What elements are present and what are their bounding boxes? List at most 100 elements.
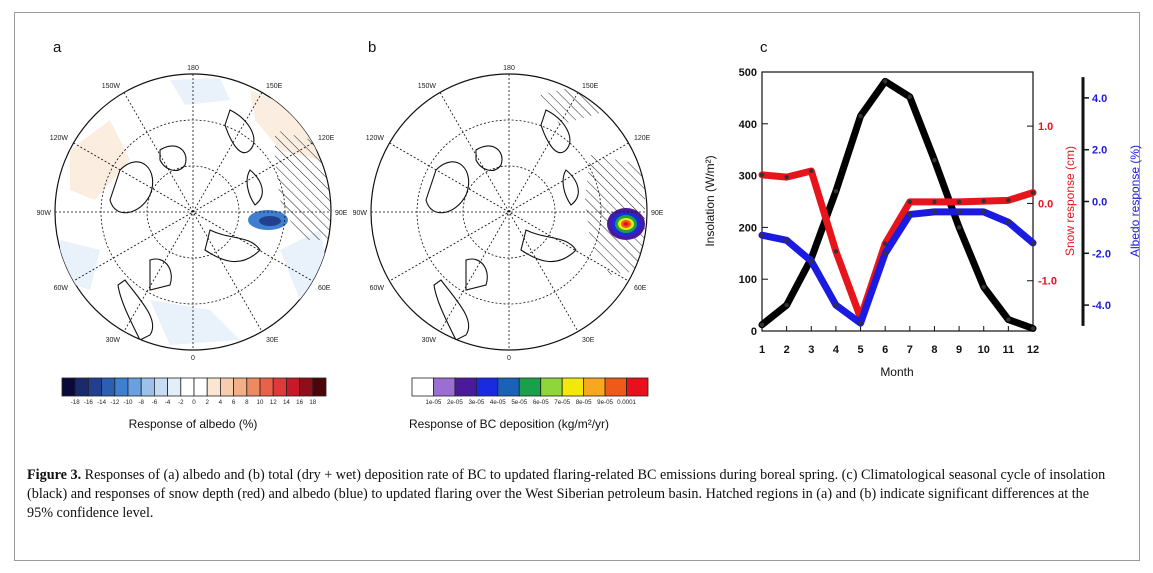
data-point — [809, 258, 814, 264]
colorbar-b-swatch — [475, 377, 499, 397]
albedo-response-series — [758, 208, 1037, 327]
colorbar-a-tick: 10 — [257, 399, 264, 406]
colorbar-b-tick: 3e-05 — [468, 399, 484, 406]
data-point — [784, 302, 789, 308]
panel-a-label: a — [53, 39, 62, 56]
colorbar-b-tick: 7e-05 — [554, 399, 570, 406]
colorbar-a-swatch — [299, 377, 314, 397]
colorbar-a-tick: -8 — [138, 399, 144, 406]
x-tick-label: 12 — [1027, 344, 1039, 356]
data-point — [882, 251, 888, 256]
colorbar-b-tick: 6e-05 — [533, 399, 549, 406]
colorbar-b-swatch — [626, 377, 649, 397]
colorbar-b-tick: 8e-05 — [576, 399, 592, 406]
data-point — [1006, 317, 1011, 322]
colorbar-b-swatch — [540, 377, 563, 397]
data-point — [907, 199, 913, 205]
colorbar-a-swatch — [193, 377, 208, 397]
lon-label: 0 — [191, 355, 195, 362]
lon-label: 120E — [318, 135, 335, 142]
colorbar-a-tick: -16 — [84, 399, 94, 406]
lon-label: 60E — [634, 285, 647, 292]
colorbar-b-tick: 0.0001 — [617, 399, 636, 406]
lon-label: 120E — [634, 135, 651, 142]
colorbar-a-swatch — [127, 377, 142, 397]
data-point — [759, 172, 765, 178]
colorbar-a-tick: 6 — [232, 399, 236, 406]
left-tick-label: 200 — [739, 222, 757, 234]
colorbar-b — [411, 377, 649, 397]
lon-label: 120W — [366, 135, 385, 142]
colorbar-a-tick: 2 — [205, 399, 209, 406]
snow-response-series — [758, 167, 1037, 322]
colorbar-b-swatch — [411, 377, 434, 397]
lon-label: 120W — [50, 135, 69, 142]
colorbar-a-swatch — [167, 377, 182, 397]
lon-label: 150W — [418, 83, 437, 90]
panel-c-label: c — [760, 39, 768, 56]
colorbar-b-tick: 5e-05 — [511, 399, 527, 406]
x-tick-label: 11 — [1003, 344, 1015, 356]
data-point — [956, 225, 962, 230]
colorbar-a-tick: -14 — [97, 399, 107, 406]
data-point — [932, 157, 937, 163]
x-axis-label: Month — [880, 365, 913, 379]
data-point — [858, 321, 863, 326]
snow-tick-label: 0.0 — [1038, 198, 1053, 210]
data-point — [907, 94, 913, 100]
data-point — [956, 209, 962, 215]
colorbar-a-tick: -6 — [152, 399, 158, 406]
left-tick-label: 0 — [751, 326, 757, 338]
lon-label: 90E — [335, 210, 348, 217]
x-tick-label: 4 — [833, 344, 840, 356]
snow-axis-label: Snow response (cm) — [1063, 146, 1077, 256]
albedo-axis-label: Albedo response (%) — [1128, 145, 1142, 257]
data-point — [981, 209, 986, 215]
data-point — [882, 241, 888, 246]
x-tick-label: 7 — [907, 344, 913, 356]
left-axis-label: Insolation (W/m²) — [703, 155, 717, 246]
colorbar-a-tick: 14 — [283, 399, 290, 406]
colorbar-a-tick: 16 — [296, 399, 303, 406]
albedo-tick-label: -4.0 — [1092, 300, 1111, 312]
data-point — [833, 249, 839, 254]
colorbar-a-tick: -4 — [165, 399, 171, 406]
lon-label: 90E — [651, 210, 664, 217]
colorbar-a-swatch — [140, 377, 155, 397]
data-point — [833, 302, 839, 308]
lon-label: 60W — [54, 285, 69, 292]
colorbar-a-swatch — [74, 377, 89, 397]
data-point — [981, 198, 986, 204]
data-point — [784, 238, 789, 243]
x-tick-label: 8 — [931, 344, 937, 356]
panel-b-label: b — [368, 39, 376, 56]
data-point — [858, 113, 863, 119]
colorbar-b-tick: 2e-05 — [447, 399, 463, 406]
x-tick-label: 5 — [857, 344, 863, 356]
colorbar-a-tick: 0 — [192, 399, 196, 406]
colorbar-a-swatch — [312, 377, 327, 397]
snow-tick-label: -1.0 — [1038, 276, 1057, 288]
colorbar-b-swatch — [604, 377, 627, 397]
data-point — [882, 79, 888, 84]
lon-label: 0 — [507, 355, 511, 362]
colorbar-a-swatch — [259, 377, 274, 397]
x-tick-label: 9 — [956, 344, 962, 356]
lon-label: 30W — [106, 337, 121, 344]
colorbar-a-swatch — [206, 377, 221, 397]
colorbar-b-swatch — [561, 377, 585, 397]
colorbar-a-swatch — [61, 377, 76, 397]
x-tick-label: 2 — [784, 344, 790, 356]
colorbar-a-tick: 4 — [219, 399, 223, 406]
data-point — [759, 322, 765, 327]
colorbar-b-ticks: 1e-05 2e-05 3e-05 4e-05 5e-05 6e-05 7e-05 8e-05… — [426, 399, 637, 406]
data-point — [833, 188, 839, 194]
map-a: 180 150E 120E 90E 60E 30E 0 30W 60W 90W … — [37, 65, 348, 362]
albedo-tick-label: 4.0 — [1092, 93, 1107, 105]
snow-tick-label: 1.0 — [1038, 121, 1053, 133]
colorbar-b-swatch — [583, 377, 606, 397]
colorbar-a-tick: 12 — [270, 399, 277, 406]
data-point — [956, 199, 962, 205]
left-tick-label: 100 — [739, 274, 757, 286]
